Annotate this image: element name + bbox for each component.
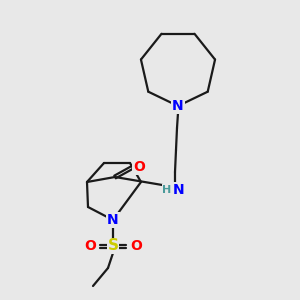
Text: S: S: [107, 238, 118, 253]
Text: O: O: [130, 239, 142, 253]
Text: N: N: [172, 99, 184, 113]
Text: H: H: [162, 185, 172, 195]
Text: O: O: [84, 239, 96, 253]
Text: N: N: [107, 213, 119, 227]
Text: O: O: [133, 160, 145, 174]
Text: N: N: [173, 183, 185, 197]
